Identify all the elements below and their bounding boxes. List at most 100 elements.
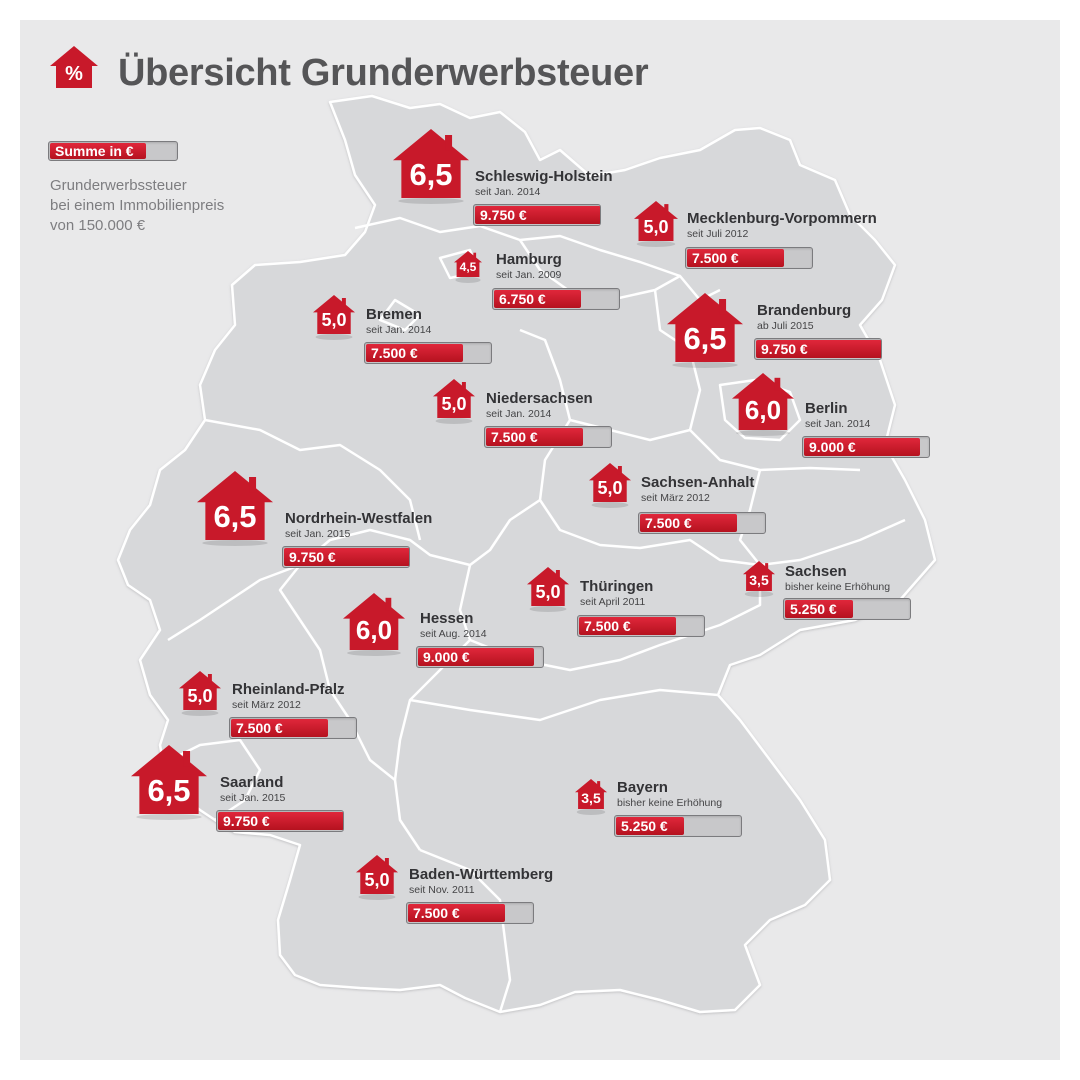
amount-label: 7.500 € [371,345,418,361]
amount-bar: 6.750 € [492,288,620,310]
amount-bar-fill [640,514,737,532]
tax-rate: 6,0 [355,615,393,645]
legend-bar-label: Summe in € [55,143,134,159]
amount-label: 7.500 € [692,250,739,266]
amount-label: 7.500 € [413,905,460,921]
since-text: seit Jan. 2014 [366,324,432,336]
amount-bar-fill [616,817,684,835]
amount-label: 9.750 € [761,341,808,357]
amount-bar-fill [756,340,881,358]
state-name: Bremen [366,306,422,323]
tax-rate: 6,0 [744,395,782,425]
amount-label: 9.750 € [289,549,336,565]
amount-bar-fill [494,290,581,308]
state-name: Thüringen [580,578,654,595]
amount-bar: 7.500 € [484,426,612,448]
amount-label: 5.250 € [621,818,668,834]
house-icon: 5,0 [432,378,476,426]
amount-label: 7.500 € [584,618,631,634]
amount-bar: 7.500 € [638,512,766,534]
house-icon: 6,0 [342,592,406,658]
tax-rate: 5,0 [535,582,561,602]
amount-bar-fill [231,719,328,737]
state-name: Berlin [805,400,848,417]
since-text: seit Jan. 2014 [475,186,541,198]
tax-rate: 6,5 [213,499,257,534]
house-icon: 5,0 [588,462,632,510]
amount-label: 9.750 € [223,813,270,829]
legend-description: Grunderwerbssteuer bei einem Immobilienp… [50,176,280,236]
tax-rate: 6,5 [683,321,727,356]
since-text: seit März 2012 [641,492,710,504]
percent-house-icon: % [48,44,100,90]
legend-bar: Summe in € [48,141,178,161]
since-text: bisher keine Erhöhung [785,581,891,593]
amount-bar: 9.000 € [416,646,544,668]
amount-bar-fill [579,617,676,635]
legend-line: bei einem Immobilienpreis [50,197,225,214]
state-name: Schleswig-Holstein [475,168,613,185]
tax-rate: 6,5 [409,157,453,192]
house-icon: 6,5 [392,128,470,206]
amount-bar-fill [486,428,583,446]
legend-line: Grunderwerbssteuer [50,177,187,194]
amount-bar-fill [804,438,920,456]
since-text: seit Jan. 2015 [220,792,286,804]
state-name: Bayern [617,779,668,796]
state-name: Sachsen [785,563,847,580]
state-name: Hessen [420,610,474,627]
tax-rate: 6,5 [147,773,191,808]
amount-bar: 9.750 € [473,204,601,226]
amount-bar-fill [218,812,343,830]
amount-bar: 7.500 € [685,247,813,269]
house-icon: 3,5 [574,778,608,817]
amount-bar-fill [366,344,463,362]
since-text: seit Jan. 2009 [496,269,562,281]
house-icon: 6,5 [196,470,274,548]
since-text: seit April 2011 [580,596,646,608]
state-name: Hamburg [496,251,562,268]
amount-bar: 5.250 € [783,598,911,620]
legend-line: von 150.000 € [50,217,146,234]
amount-label: 6.750 € [499,291,546,307]
amount-bar-fill [418,648,534,666]
amount-bar-fill [408,904,505,922]
state-name: Rheinland-Pfalz [232,681,345,698]
amount-bar: 9.750 € [754,338,882,360]
state-name: Saarland [220,774,284,791]
amount-bar: 7.500 € [364,342,492,364]
house-icon: 6,5 [666,292,744,370]
state-name: Nordrhein-Westfalen [285,510,433,527]
amount-bar-fill [284,548,409,566]
amount-bar-fill [687,249,784,267]
since-text: seit Jan. 2015 [285,528,351,540]
amount-bar: 7.500 € [577,615,705,637]
amount-bar: 9.750 € [282,546,410,568]
since-text: seit Juli 2012 [687,228,749,240]
state-name: Brandenburg [757,302,852,319]
amount-bar: 5.250 € [614,815,742,837]
state-borders [167,216,906,1013]
house-icon: 3,5 [742,560,776,599]
house-icon: 6,0 [731,372,795,438]
state-name: Mecklenburg-Vorpommern [687,210,877,227]
amount-label: 7.500 € [236,720,283,736]
since-text: seit Jan. 2014 [805,418,871,430]
amount-label: 7.500 € [491,429,538,445]
amount-bar: 7.500 € [229,717,357,739]
house-icon: 5,0 [178,670,222,718]
house-icon: 5,0 [312,294,356,342]
tax-rate: 5,0 [643,217,669,237]
amount-bar: 9.750 € [216,810,344,832]
house-icon: 5,0 [526,566,570,614]
amount-label: 9.750 € [480,207,527,223]
since-text: bisher keine Erhöhung [617,797,723,809]
since-text: seit Aug. 2014 [420,628,487,640]
amount-bar: 7.500 € [406,902,534,924]
tax-rate: 3,5 [581,790,601,806]
since-text: seit Nov. 2011 [409,884,475,896]
state-name: Niedersachsen [486,390,593,407]
amount-bar-fill [785,600,853,618]
house-icon: 4,5 [453,250,483,285]
tax-rate: 5,0 [597,478,623,498]
